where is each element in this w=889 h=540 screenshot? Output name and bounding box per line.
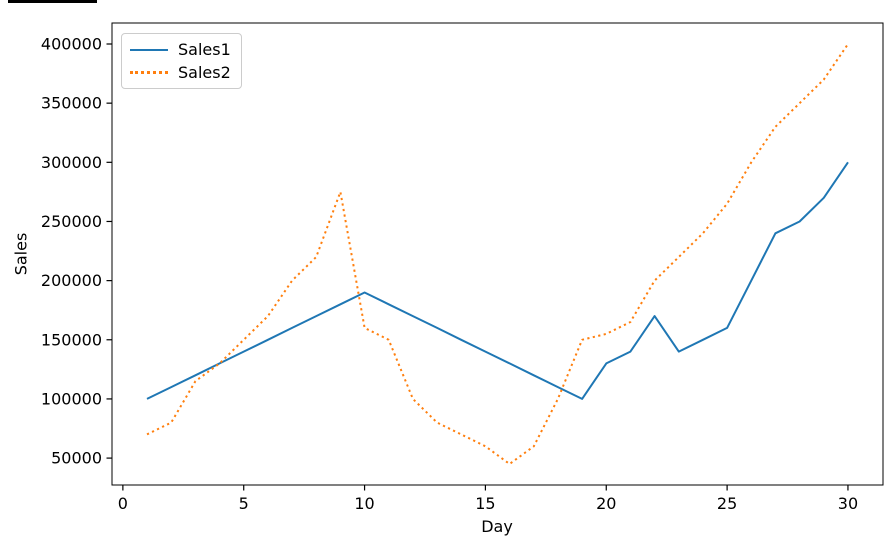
x-tick-label: 10 xyxy=(354,494,374,513)
y-tick-label: 200000 xyxy=(41,271,102,290)
legend-item-sales1: Sales1 xyxy=(130,38,233,61)
legend: Sales1 Sales2 xyxy=(121,33,242,89)
screenshot-artifact-bar xyxy=(8,0,97,3)
x-tick-label: 20 xyxy=(596,494,616,513)
series-line-sales2 xyxy=(146,43,849,465)
y-tick-label: 300000 xyxy=(41,153,102,172)
y-tick-label: 250000 xyxy=(41,212,102,231)
legend-item-sales2: Sales2 xyxy=(130,61,233,84)
y-tick-label: 150000 xyxy=(41,330,102,349)
series-line-sales1 xyxy=(146,161,849,400)
x-tick-label: 0 xyxy=(118,494,128,513)
y-tick-label: 100000 xyxy=(41,389,102,408)
plot-border xyxy=(111,22,884,486)
legend-line-swatch-sales1 xyxy=(130,48,168,51)
y-tick-label: 400000 xyxy=(41,35,102,54)
x-axis-label: Day xyxy=(481,517,513,536)
x-tick-label: 15 xyxy=(475,494,495,513)
y-tick-label: 50000 xyxy=(51,449,102,468)
x-tick-label: 25 xyxy=(717,494,737,513)
x-tick-label: 5 xyxy=(239,494,249,513)
y-tick-label: 350000 xyxy=(41,94,102,113)
legend-line-swatch-sales2 xyxy=(130,71,168,74)
y-axis-label: Sales xyxy=(11,232,31,276)
x-tick-label: 30 xyxy=(838,494,858,513)
legend-label-sales1: Sales1 xyxy=(178,39,231,59)
legend-label-sales2: Sales2 xyxy=(178,62,231,82)
